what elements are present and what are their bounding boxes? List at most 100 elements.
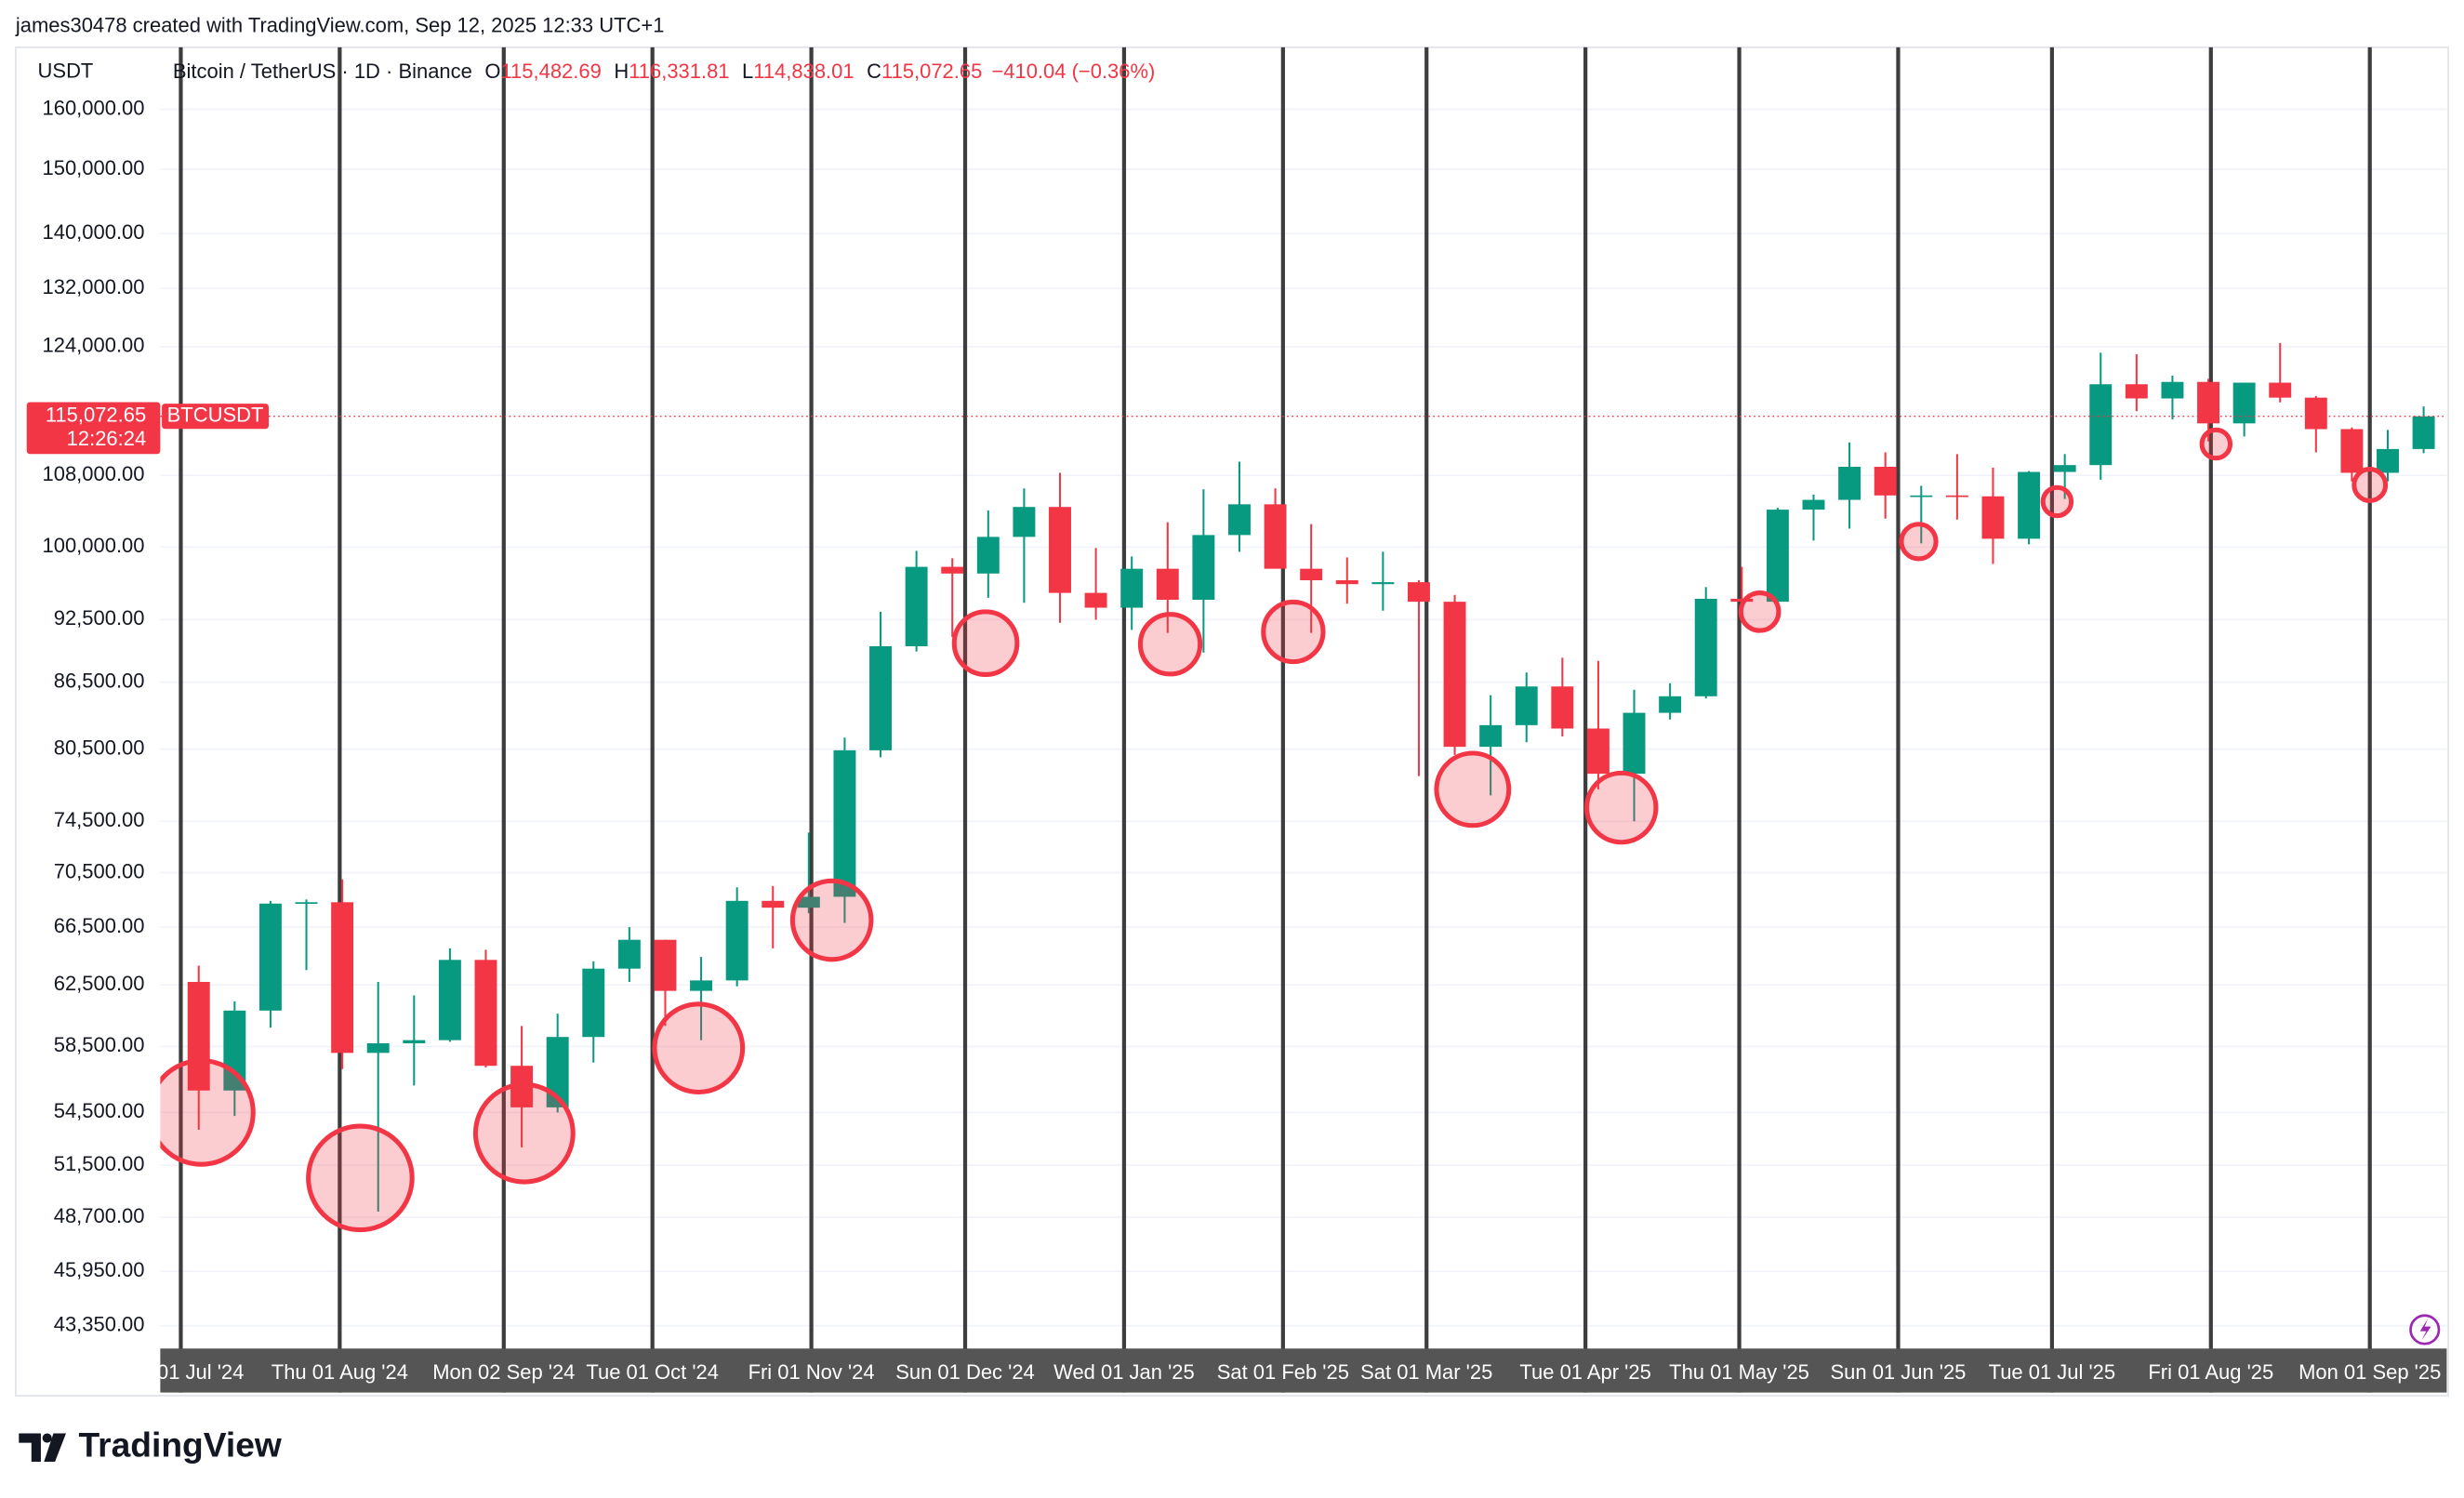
candle-body	[474, 960, 497, 1067]
candle-body	[1766, 510, 1789, 603]
x-tick-label: 01 Jul '24	[157, 1360, 244, 1384]
x-tick-label: Tue 01 Apr '25	[1519, 1360, 1650, 1384]
y-tick-label: 160,000.00	[43, 96, 145, 119]
candle-body	[762, 900, 785, 908]
x-tick-label: Fri 01 Aug '25	[2148, 1360, 2273, 1384]
candle-body	[1838, 467, 1861, 500]
candle-body	[2377, 448, 2399, 473]
candle-body	[403, 1040, 426, 1044]
candle-body	[331, 902, 354, 1054]
candle-body	[869, 646, 892, 750]
candle-body	[654, 939, 677, 991]
y-tick-label: 66,500.00	[54, 914, 145, 937]
ohlc-value: 116,331.81	[629, 60, 729, 83]
symbol-tag: BTCUSDT	[167, 403, 264, 426]
candle-body	[1300, 568, 1323, 581]
candle-body	[1049, 507, 1071, 593]
ohlc-value: 114,838.01	[753, 60, 854, 83]
legend: Bitcoin / TetherUS · 1D · Binance O115,48…	[173, 60, 1155, 83]
last-price-badge	[26, 402, 161, 455]
ohlc-key: C	[867, 60, 881, 83]
candle-body	[1623, 712, 1646, 775]
y-tick-label: 80,500.00	[54, 736, 145, 759]
y-tick-label: 132,000.00	[43, 275, 145, 298]
candle-body	[295, 902, 318, 904]
candle-body	[1192, 535, 1215, 601]
ohlc-key: H	[614, 60, 629, 83]
x-tick-label: Thu 01 Aug '24	[272, 1360, 408, 1384]
candle-body	[1156, 568, 1179, 601]
candle-body	[725, 900, 748, 981]
y-tick-label: 43,350.00	[54, 1312, 145, 1335]
last-price-label: 115,072.65	[46, 403, 146, 426]
month-lines	[179, 46, 2372, 1393]
symbol-badge	[162, 404, 269, 430]
currency: USDT	[38, 60, 94, 83]
candle-body	[2304, 397, 2327, 430]
candle-body	[1120, 568, 1144, 608]
candle-body	[1981, 496, 2005, 539]
candle-body	[258, 903, 282, 1011]
y-tick-label: 70,500.00	[54, 859, 145, 882]
candle-body	[833, 749, 856, 897]
x-tick-label: Wed 01 Jan '25	[1053, 1360, 1195, 1384]
candle-body	[905, 566, 928, 647]
highlight-circle	[2040, 484, 2074, 519]
candle-body	[1371, 582, 1395, 585]
x-tick-label: Tue 01 Jul '25	[1989, 1360, 2116, 1384]
ohlc-value: 115,482.69	[500, 60, 601, 83]
brand-name: TradingView	[79, 1425, 282, 1465]
candle-body	[1945, 495, 1968, 497]
candle-body	[366, 1043, 390, 1054]
x-tick-label: Sun 01 Dec '24	[895, 1360, 1035, 1384]
y-tick-label: 108,000.00	[43, 462, 145, 485]
candle-body	[2125, 384, 2148, 399]
candle-body	[2412, 416, 2435, 449]
highlight-circle	[2351, 467, 2389, 503]
candle-body	[976, 537, 1000, 574]
candle-body	[1874, 467, 1897, 496]
highlight-circle	[951, 609, 1020, 678]
highlight-circle	[1738, 590, 1782, 633]
candle-body	[1910, 495, 1933, 497]
highlight-circle	[1584, 770, 1659, 845]
highlight-circle	[652, 1001, 746, 1095]
highlight-circle	[160, 1058, 256, 1167]
candle-body	[1443, 602, 1466, 748]
y-tick-label: 74,500.00	[54, 808, 145, 831]
candle-body	[1586, 728, 1610, 775]
candle-body	[582, 968, 605, 1038]
y-tick-label: 92,500.00	[54, 606, 145, 630]
candle-body	[1335, 580, 1358, 585]
attribution: james30478 created with TradingView.com,…	[15, 14, 665, 37]
candle-body	[2161, 381, 2184, 399]
grid	[160, 108, 2447, 1327]
time-axis	[160, 1348, 2447, 1393]
x-tick-label: Fri 01 Nov '24	[748, 1360, 875, 1384]
y-tick-label: 51,500.00	[54, 1152, 145, 1175]
candle-body	[1551, 686, 1574, 729]
shortcut-icon[interactable]	[2409, 1314, 2441, 1346]
candle-body	[941, 566, 964, 574]
candle-body	[1264, 504, 1287, 569]
x-tick-label: Thu 01 May '25	[1669, 1360, 1809, 1384]
countdown: 12:26:24	[67, 427, 147, 450]
candle-body	[1694, 598, 1717, 696]
y-axis: 160,000.00 150,000.00 140,000.00 132,000.00…	[43, 96, 145, 1335]
ohlc-key: L	[742, 60, 753, 83]
candle-body	[1659, 696, 1682, 713]
candle-body	[2269, 382, 2292, 398]
candle-body	[1802, 499, 1825, 510]
candle-body	[2018, 471, 2041, 539]
frame	[15, 46, 2449, 1397]
candle-body	[690, 980, 713, 991]
highlight-circle	[1261, 599, 1326, 665]
candle-body	[617, 939, 641, 969]
x-tick-label: Mon 02 Sep '24	[432, 1360, 575, 1384]
plot-area	[160, 342, 2447, 1233]
highlight-circle	[1899, 522, 1939, 562]
highlight-circle	[472, 1081, 576, 1185]
candle-body	[1479, 724, 1503, 748]
